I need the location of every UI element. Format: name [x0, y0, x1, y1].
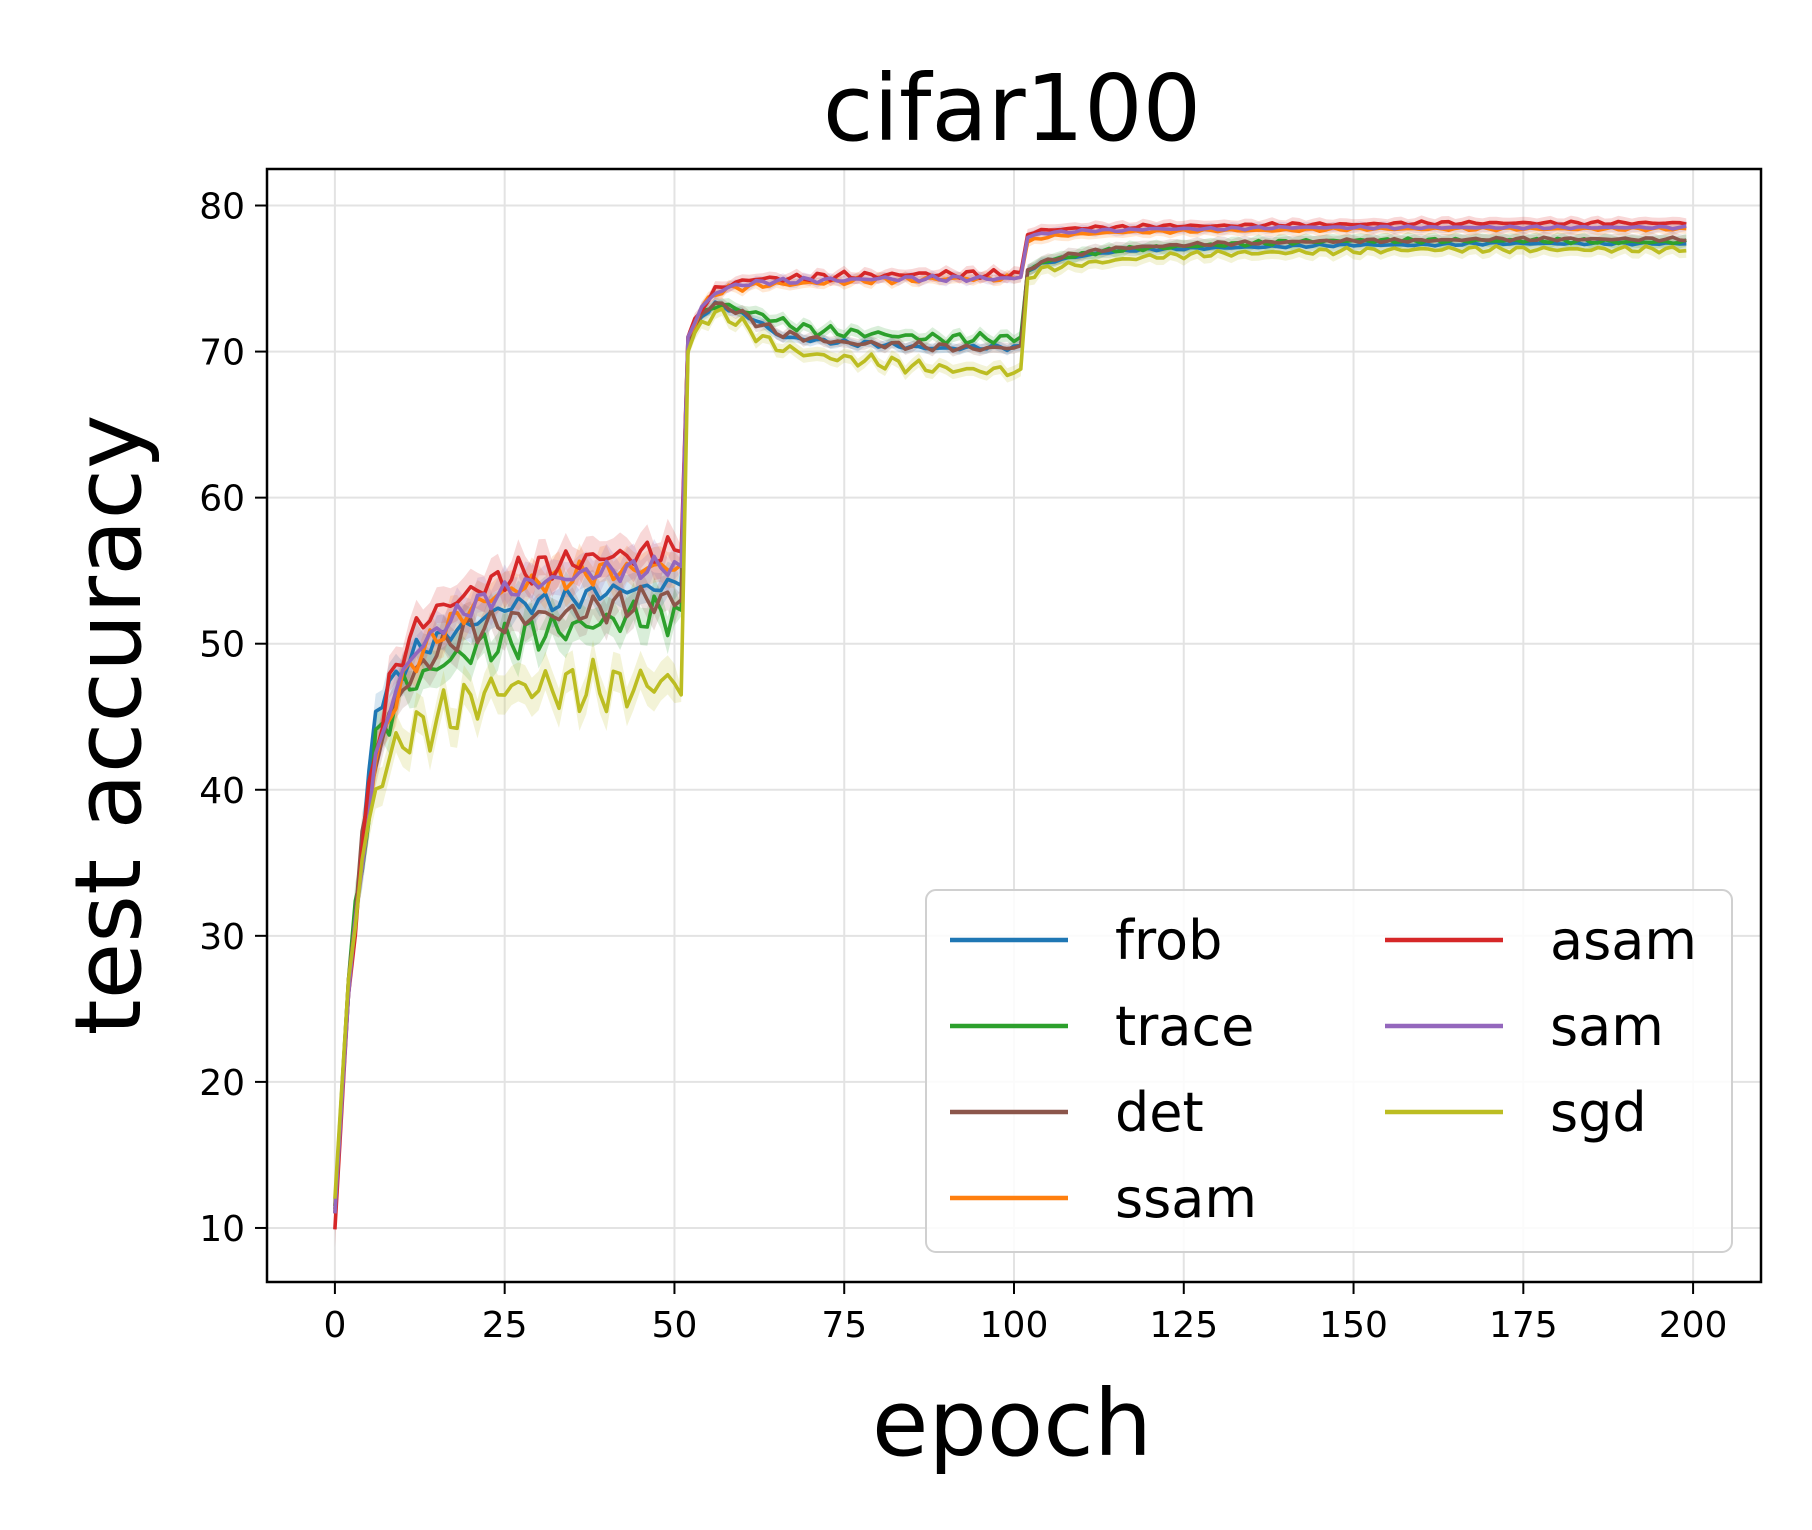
y-tick-label: 10	[199, 1209, 245, 1250]
legend-box	[925, 889, 1733, 1253]
legend-label-frob: frob	[1115, 909, 1222, 972]
series-line-sam	[333, 224, 1687, 1214]
x-tick-label: 175	[1489, 1305, 1558, 1346]
y-tick-label: 60	[199, 479, 245, 520]
legend-label-det: det	[1115, 1081, 1204, 1144]
legend-label-trace: trace	[1115, 995, 1254, 1058]
y-tick-label: 50	[199, 625, 245, 666]
series-line-sgd	[333, 244, 1687, 1199]
y-tick-label: 20	[199, 1063, 245, 1104]
x-tick-label: 150	[1319, 1305, 1388, 1346]
x-tick-label: 100	[980, 1305, 1049, 1346]
x-axis-label: epoch	[872, 1370, 1152, 1477]
x-tick-label: 125	[1149, 1305, 1218, 1346]
legend-label-asam: asam	[1550, 909, 1697, 972]
y-tick-label: 40	[199, 771, 245, 812]
legend-label-ssam: ssam	[1115, 1167, 1257, 1230]
y-axis-label: test accuracy	[55, 415, 162, 1036]
x-tick-label: 25	[482, 1305, 528, 1346]
y-axis-ticks: 10 20 30 40 50 60 70 80	[199, 187, 267, 1250]
legend-label-sgd: sgd	[1550, 1081, 1647, 1144]
legend-label-sam: sam	[1550, 995, 1664, 1058]
y-tick-label: 30	[199, 917, 245, 958]
x-axis-ticks: 0 25 50 75 100 125 150 175 200	[323, 1282, 1727, 1346]
x-tick-label: 200	[1659, 1305, 1728, 1346]
x-tick-label: 75	[821, 1305, 867, 1346]
legend: frob asam trace sam det sgd ssam	[925, 889, 1733, 1253]
y-tick-label: 70	[199, 333, 245, 374]
x-tick-label: 50	[652, 1305, 698, 1346]
x-tick-label: 0	[323, 1305, 346, 1346]
y-tick-label: 80	[199, 187, 245, 228]
series-lines	[333, 219, 1687, 1230]
series-line-asam	[333, 219, 1687, 1230]
chart-title: cifar100	[823, 55, 1201, 162]
series-line-det	[333, 235, 1687, 1210]
